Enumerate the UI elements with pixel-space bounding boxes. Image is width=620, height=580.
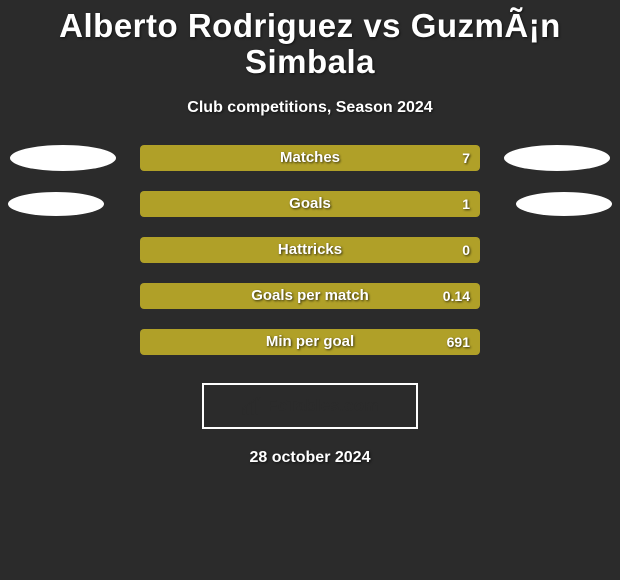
stat-value: 7	[462, 150, 470, 166]
stat-value: 1	[462, 196, 470, 212]
stat-value: 0.14	[443, 288, 470, 304]
fctables-logo[interactable]: FcTables.com	[202, 383, 418, 429]
stats-comparison-card: Alberto Rodriguez vs GuzmÃ¡n Simbala Clu…	[0, 0, 620, 467]
right-ellipse-icon	[504, 145, 610, 171]
left-ellipse-icon	[8, 192, 104, 216]
stat-bar: Min per goal 691	[140, 329, 480, 355]
stat-label: Matches	[280, 149, 340, 166]
logo-text: FcTables.com	[267, 396, 379, 416]
stat-bar: Hattricks 0	[140, 237, 480, 263]
right-ellipse-icon	[516, 192, 612, 216]
stat-row: Hattricks 0	[0, 237, 620, 263]
page-title: Alberto Rodriguez vs GuzmÃ¡n Simbala	[0, 8, 620, 81]
subtitle: Club competitions, Season 2024	[0, 99, 620, 117]
stat-row: Matches 7	[0, 145, 620, 171]
stat-row: Min per goal 691	[0, 329, 620, 355]
stat-label: Goals	[289, 195, 331, 212]
stat-row: Goals per match 0.14	[0, 283, 620, 309]
stat-value: 0	[462, 242, 470, 258]
stat-label: Goals per match	[251, 287, 369, 304]
bar-chart-icon	[241, 397, 263, 415]
stat-label: Hattricks	[278, 241, 342, 258]
stat-bar: Goals 1	[140, 191, 480, 217]
logo-inner: FcTables.com	[241, 396, 379, 416]
stat-rows: Matches 7 Goals 1 Hattricks 0 Goals	[0, 145, 620, 355]
stat-row: Goals 1	[0, 191, 620, 217]
date-label: 28 october 2024	[0, 449, 620, 467]
stat-label: Min per goal	[266, 333, 354, 350]
stat-bar: Matches 7	[140, 145, 480, 171]
stat-bar: Goals per match 0.14	[140, 283, 480, 309]
stat-value: 691	[447, 334, 470, 350]
left-ellipse-icon	[10, 145, 116, 171]
